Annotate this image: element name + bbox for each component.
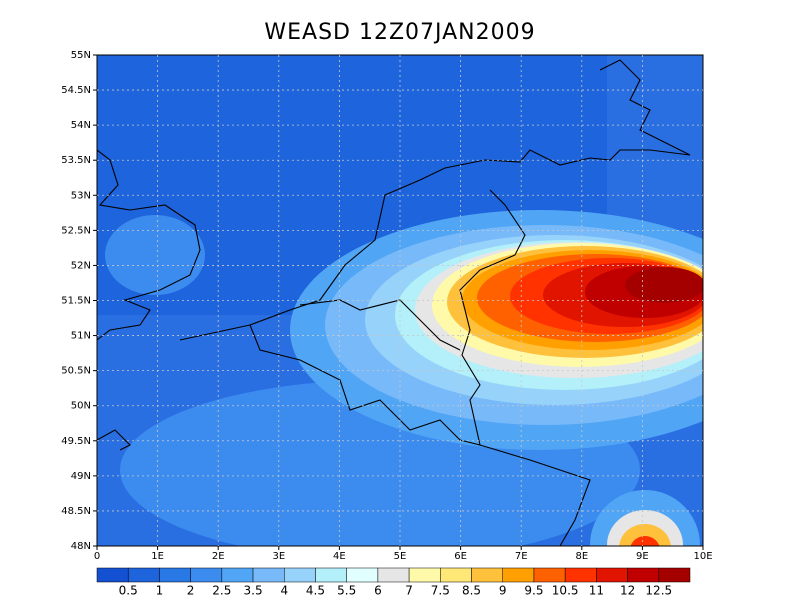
border	[479, 444, 591, 546]
colorbar-label: 2.5	[212, 584, 231, 598]
y-tick-label: 53N	[71, 190, 91, 201]
x-tick-label: 6E	[454, 551, 467, 562]
x-tick-label: 1E	[151, 551, 164, 562]
x-tick-label: 2E	[212, 551, 225, 562]
chart-title: WEASD 12Z07JAN2009	[264, 20, 535, 45]
y-tick-label: 48N	[71, 541, 91, 552]
colorbar-label: 6	[374, 584, 382, 598]
border	[249, 189, 526, 446]
y-tick-label: 50.5N	[61, 366, 91, 377]
colorbar-swatch	[221, 567, 254, 583]
colorbar-swatch	[658, 567, 691, 583]
colorbar-label: 3.5	[244, 584, 263, 598]
colorbar-label: 4.5	[306, 584, 325, 598]
y-tick-label: 55N	[71, 50, 91, 61]
coastline	[97, 429, 131, 451]
colorbar-label: 7	[405, 584, 413, 598]
y-tick-label: 53.5N	[61, 155, 91, 166]
y-tick-label: 49N	[71, 471, 91, 482]
colorbar-swatch	[284, 567, 316, 583]
x-tick-label: 7E	[515, 551, 528, 562]
field-region	[625, 267, 703, 303]
x-tick-label: 9E	[636, 551, 649, 562]
y-tick-label: 48.5N	[61, 506, 91, 517]
y-tick-label: 51N	[71, 331, 91, 342]
y-tick-label: 49.5N	[61, 436, 91, 447]
colorbar-swatch	[502, 567, 535, 583]
y-tick-label: 54N	[71, 120, 91, 131]
colorbar-swatch	[127, 567, 160, 583]
colorbar-label: 0.5	[119, 584, 138, 598]
x-tick-label: 3E	[272, 551, 285, 562]
y-tick-label: 52N	[71, 260, 91, 271]
x-tick-label: 10E	[693, 551, 712, 562]
colorbar-label: 8.5	[462, 584, 481, 598]
colorbar-swatch	[377, 567, 410, 583]
colorbar-label: 9.5	[524, 584, 543, 598]
x-tick-label: 5E	[394, 551, 407, 562]
colorbar-swatch	[627, 567, 660, 583]
colorbar-swatch	[564, 567, 597, 583]
coastline	[179, 149, 691, 341]
coastline	[599, 59, 691, 156]
coastline	[97, 149, 201, 341]
colorbar-swatch	[96, 567, 129, 583]
colorbar-label: 7.5	[431, 584, 450, 598]
colorbar-label: 10.5	[552, 584, 579, 598]
colorbar-label: 1	[156, 584, 164, 598]
colorbar-swatch	[252, 567, 285, 583]
colorbar-swatch	[315, 567, 347, 583]
colorbar-swatch	[346, 567, 379, 583]
x-tick-label: 0	[94, 551, 100, 562]
y-tick-label: 54.5N	[61, 85, 91, 96]
colorbar-label: 12	[620, 584, 635, 598]
colorbar-swatch	[471, 567, 503, 583]
y-tick-label: 51.5N	[61, 296, 91, 307]
colorbar-label: 12.5	[645, 584, 672, 598]
colorbar-label: 4	[280, 584, 288, 598]
colorbar-label: 2	[187, 584, 195, 598]
y-tick-label: 50N	[71, 401, 91, 412]
colorbar-swatch	[408, 567, 441, 583]
field	[97, 55, 703, 546]
colorbar-swatch	[533, 567, 566, 583]
field-region	[619, 524, 671, 546]
colorbar-swatch	[440, 567, 472, 583]
colorbar-swatch	[596, 567, 628, 583]
field-region	[630, 536, 660, 546]
colorbar-label: 11	[589, 584, 604, 598]
field-region	[105, 215, 205, 295]
colorbar-swatch	[190, 567, 223, 583]
colorbar-label: 5.5	[337, 584, 356, 598]
y-tick-label: 52.5N	[61, 225, 91, 236]
colorbar-swatch	[159, 567, 191, 583]
colorbar-label: 9	[499, 584, 507, 598]
x-tick-label: 8E	[575, 551, 588, 562]
x-tick-label: 4E	[333, 551, 346, 562]
